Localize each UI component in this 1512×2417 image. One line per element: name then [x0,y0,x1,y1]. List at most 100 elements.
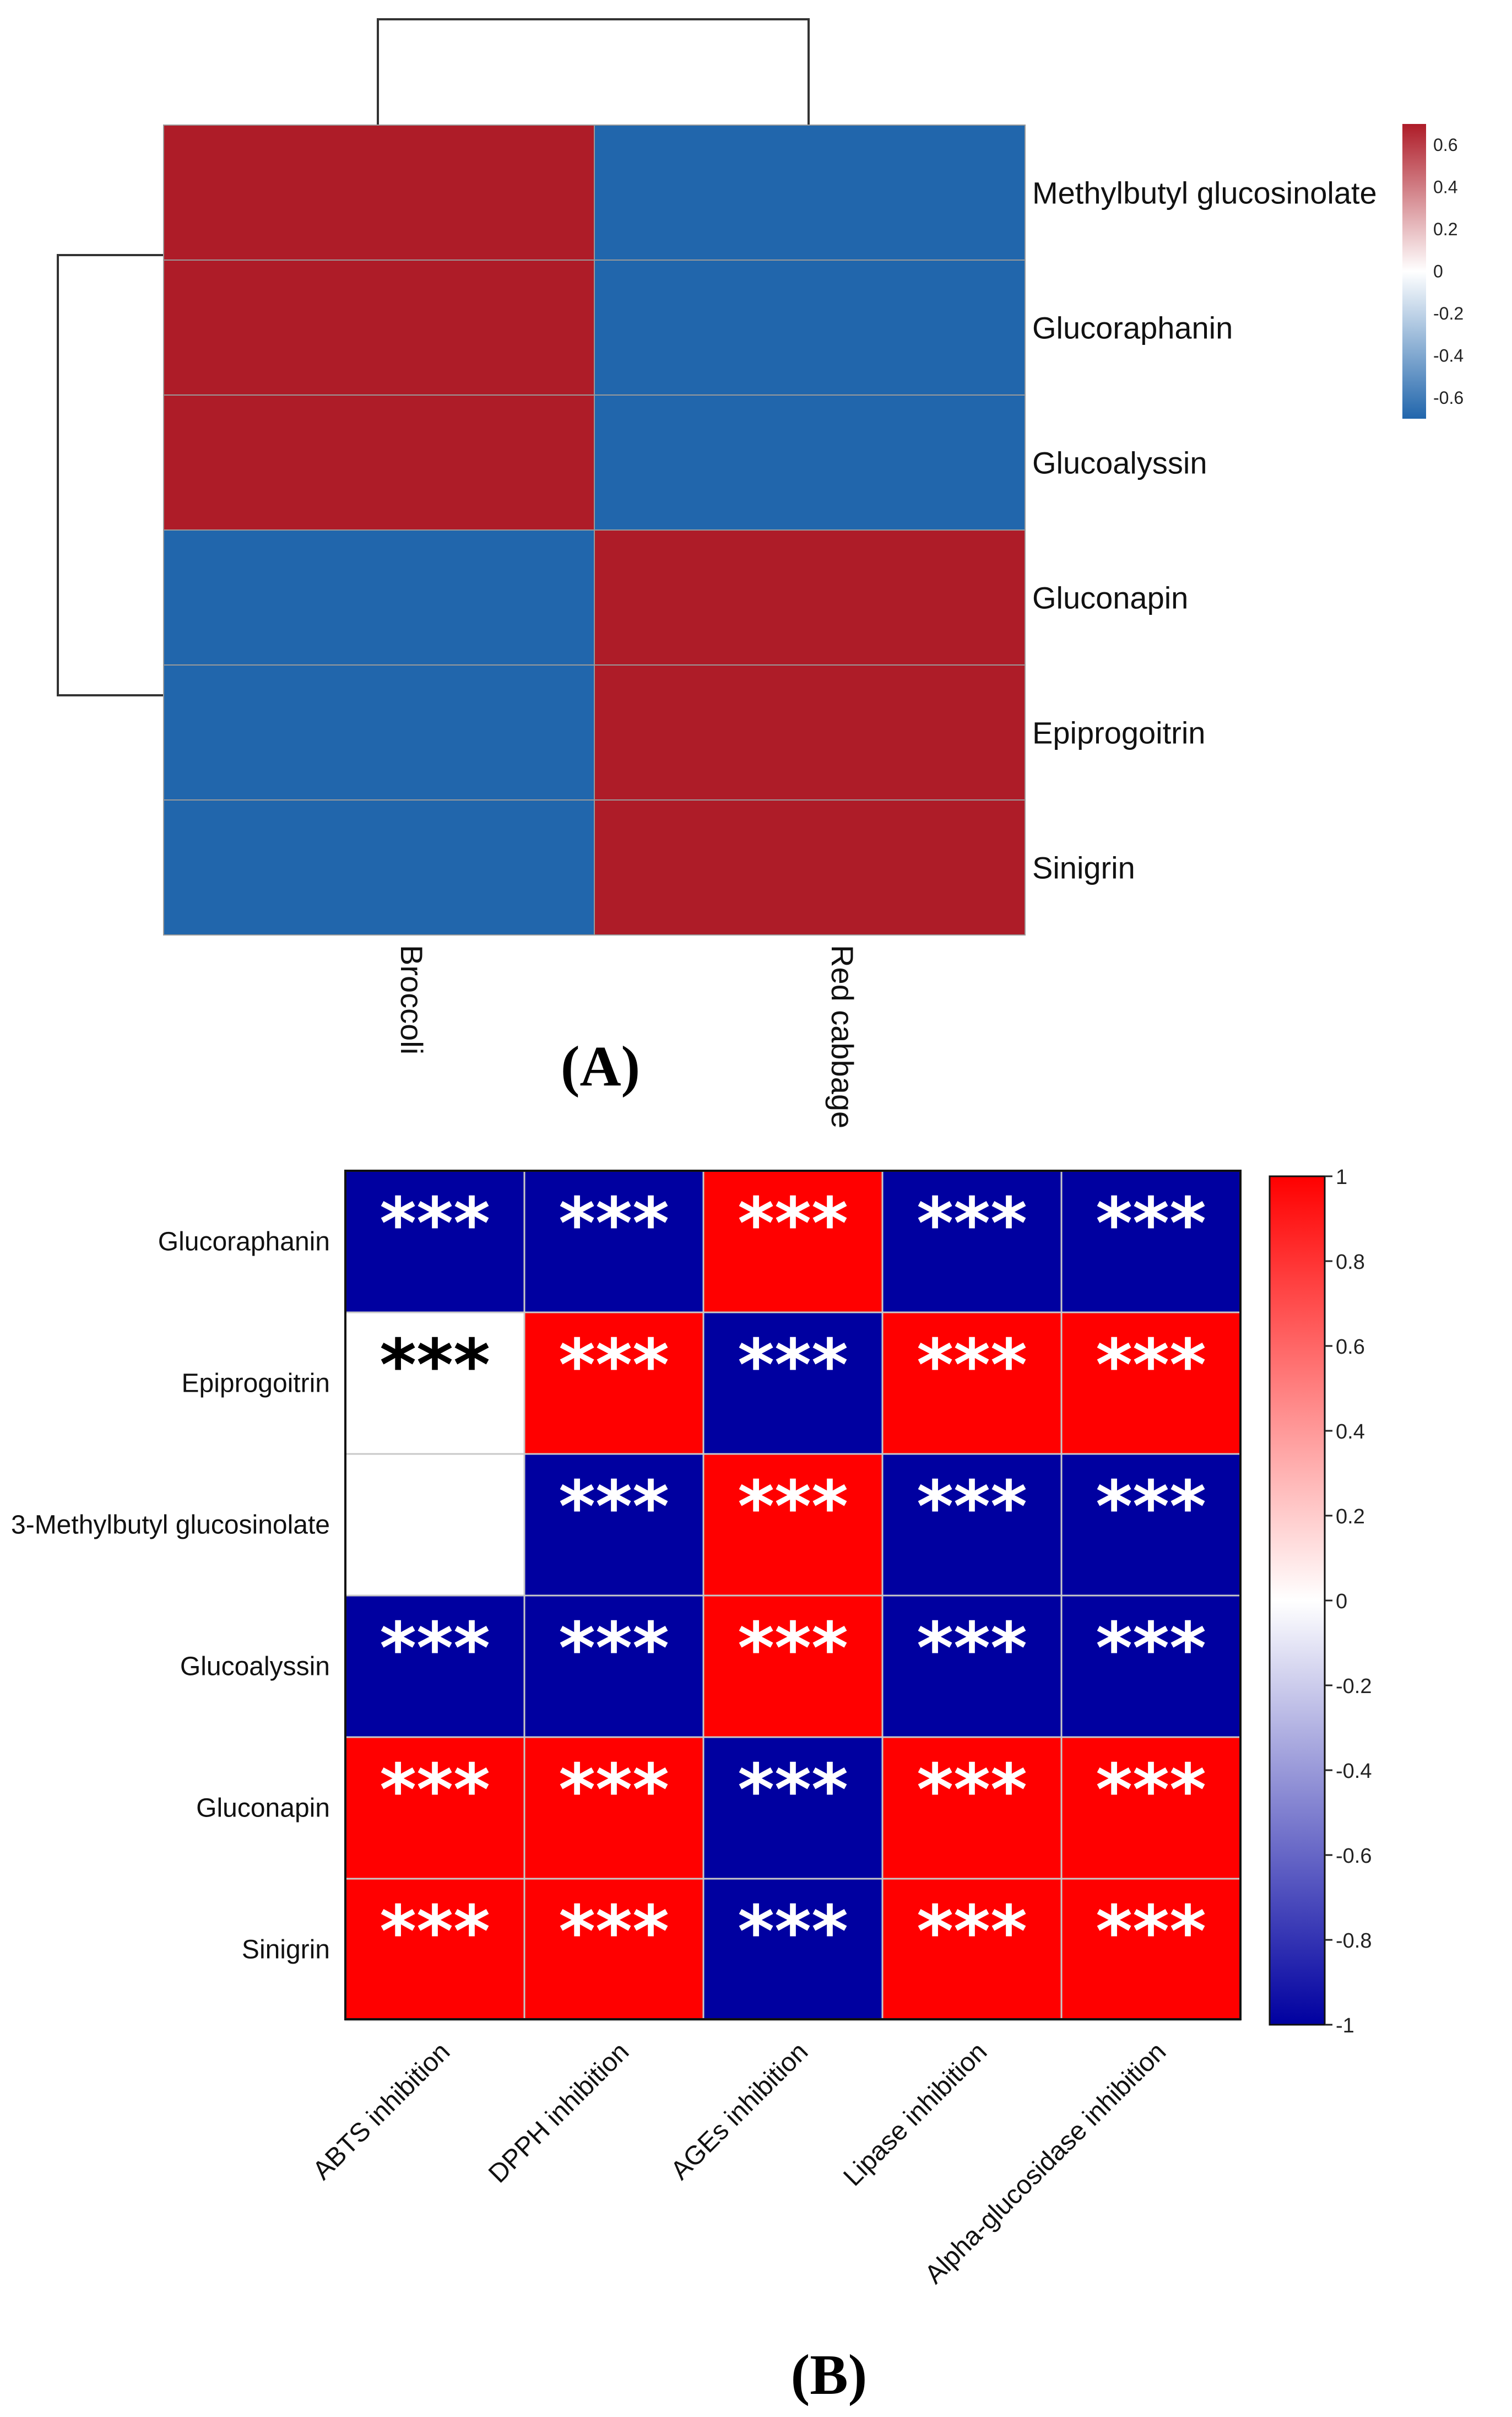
heatmap-a-row-label: Gluconapin [1032,581,1188,615]
significance-marker: *** [1096,1324,1206,1407]
heatmap-b-row-label: Glucoraphanin [158,1228,330,1257]
significance-marker: *** [738,1749,848,1831]
significance-marker: *** [917,1608,1027,1690]
heatmap-b-column-label: ABTS inhibition [307,2037,456,2186]
significance-marker: *** [1096,1749,1206,1831]
significance-marker: *** [1096,1608,1206,1690]
heatmap-b-column-label: AGEs inhibition [665,2037,814,2186]
colorbar-a [1402,124,1426,419]
significance-marker: *** [559,1183,669,1265]
heatmap-b-cell [702,1453,884,1597]
heatmap-a-cell [594,664,1026,801]
heatmap-a-column-label: Red cabbage [825,945,860,1128]
heatmap-b-cell [1060,1453,1242,1597]
heatmap-b-cell [702,1311,884,1455]
heatmap-b-row-label: 3-Methylbutyl glucosinolate [11,1511,330,1540]
heatmap-b-cell [344,1311,525,1455]
heatmap-b-cell [344,1453,525,1597]
heatmap-b-cell [881,1878,1063,2021]
significance-marker: *** [917,1466,1027,1548]
significance-marker: *** [559,1749,669,1831]
heatmap-b: *** *** *** *** *** *** *** *** *** *** *** *** *** *… [11,1166,1372,2407]
heatmap-b-cell [523,1736,704,1880]
significance-marker: *** [559,1891,669,1973]
heatmap-a-row-label: Sinigrin [1032,851,1135,885]
panel-b-label: (B) [791,2343,868,2407]
heatmap-a: Methylbutyl glucosinolate Glucoraphanin Gl… [57,18,1464,1128]
colorbar-a-tick-label: 0.2 [1433,219,1457,239]
heatmap-b-row-label: Epiprogoitrin [182,1369,330,1398]
heatmap-b-cell [1060,1311,1242,1455]
significance-marker: *** [559,1466,669,1548]
panel-a-label: (A) [561,1035,640,1098]
heatmap-a-cell [594,394,1026,531]
significance-marker: *** [738,1608,848,1690]
significance-marker: *** [917,1183,1027,1265]
heatmap-b-cell [1060,1736,1242,1880]
significance-marker: *** [917,1324,1027,1407]
significance-marker: *** [559,1608,669,1690]
significance-marker: *** [380,1608,490,1690]
heatmap-a-cell [163,259,595,396]
colorbar-b-tick-label: -0.4 [1336,1760,1372,1783]
heatmap-b-row-label: Gluconapin [196,1794,330,1823]
colorbar-b-tick-label: 1 [1336,1166,1347,1189]
colorbar-b-tick-label: -0.8 [1336,1929,1372,1953]
heatmap-a-row-label: Glucoraphanin [1032,311,1233,345]
heatmap-b-cell [523,1311,704,1455]
heatmap-a-column-labels: Broccoli Red cabbage [394,945,860,1128]
colorbar-b-tick-label: 0.6 [1336,1335,1365,1359]
heatmap-b-cell [344,1878,525,2021]
colorbar-b-tick-label: 0.4 [1336,1420,1365,1443]
colorbar-b-ticks: 1 0.8 0.6 0.4 0.2 0 -0.2 -0.4 -0.6 -0.8 -1 [1325,1166,1372,2037]
colorbar-a-tick-label: -0.2 [1433,304,1464,323]
heatmap-b-cell [702,1878,884,2021]
colorbar-a-tick-label: 0.6 [1433,135,1457,155]
heatmap-a-row-label: Methylbutyl glucosinolate [1032,176,1377,210]
significance-marker: *** [1096,1183,1206,1265]
heatmap-b-cell [1060,1170,1242,1313]
significance-marker: *** [380,1183,490,1265]
significance-marker: *** [738,1891,848,1973]
significance-marker: *** [738,1324,848,1407]
heatmap-b-row-label: Sinigrin [242,1935,330,1965]
heatmap-b-column-labels: ABTS inhibition DPPH inhibition AGEs inhib… [307,2037,1172,2289]
significance-marker: *** [380,1324,490,1407]
heatmap-b-row-labels: Glucoraphanin Epiprogoitrin 3-Methylbutyl … [11,1228,330,1965]
colorbar-a-tick-label: 0.4 [1433,177,1457,197]
heatmap-b-frame [344,1170,1242,2020]
heatmap-a-cell [163,799,595,936]
colorbar-a-ticks: 0.6 0.4 0.2 0 -0.2 -0.4 -0.6 [1433,135,1464,408]
colorbar-a-tick-label: -0.6 [1433,388,1464,408]
colorbar-b [1269,1175,1326,2026]
heatmap-a-row-labels: Methylbutyl glucosinolate Glucoraphanin Gl… [1032,176,1377,885]
heatmap-b-cell [881,1594,1063,1738]
heatmap-b-cell [881,1736,1063,1880]
significance-marker: *** [917,1891,1027,1973]
significance-marker: *** [559,1324,669,1407]
colorbar-b-tick-label: -0.6 [1336,1845,1372,1868]
significance-marker: *** [380,1749,490,1831]
heatmap-a-cell [163,125,595,261]
heatmap-a-cells [163,125,1026,936]
heatmap-a-cell [594,799,1026,936]
heatmap-a-row-label: Epiprogoitrin [1032,716,1205,750]
colorbar-b-tick-label: -0.2 [1336,1675,1372,1698]
heatmap-b-row-label: Glucoalyssin [180,1652,330,1681]
colorbar-b-tick-label: 0 [1336,1590,1347,1613]
significance-marker: *** [738,1183,848,1265]
colorbar-b-tick-label: -1 [1336,2014,1354,2037]
significance-marker: *** [917,1749,1027,1831]
row-dendrogram [57,254,164,696]
heatmap-b-cells: *** *** *** *** *** *** *** *** *** *** *** *** *** *… [344,1170,1242,2021]
heatmap-a-cell [163,664,595,801]
heatmap-b-column-label: DPPH inhibition [483,2037,635,2188]
heatmap-b-column-label: Lipase inhibition [838,2037,993,2192]
heatmap-a-row-label: Glucoalyssin [1032,446,1207,480]
colorbar-a-tick-label: -0.4 [1433,345,1464,365]
heatmap-a-cell [594,529,1026,666]
heatmap-a-cell [163,394,595,531]
heatmap-b-cell [523,1878,704,2021]
significance-marker: *** [1096,1466,1206,1548]
